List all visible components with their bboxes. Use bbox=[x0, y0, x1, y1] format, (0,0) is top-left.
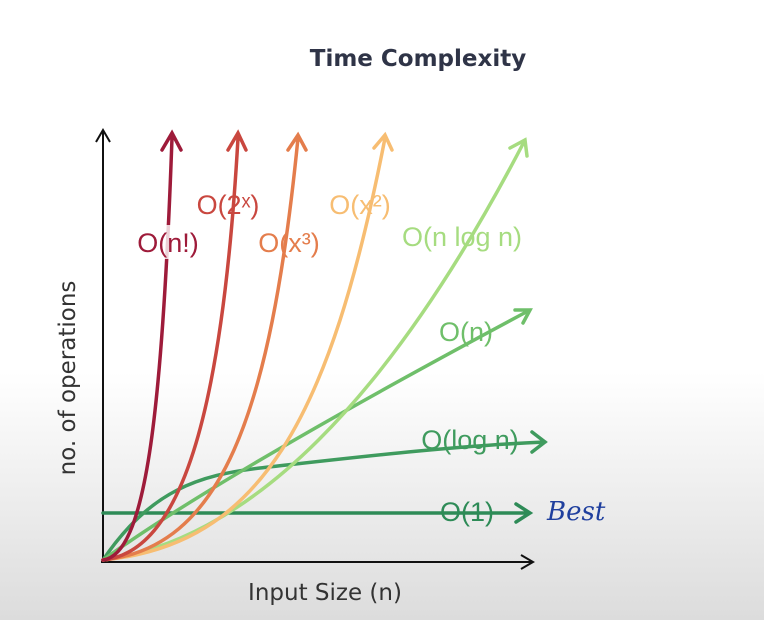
annotation: Best bbox=[546, 497, 606, 527]
axes bbox=[95, 128, 535, 570]
curve-label: O(x³) bbox=[258, 228, 319, 258]
curve-ologn bbox=[101, 430, 548, 562]
curve-label: O(1) bbox=[440, 497, 494, 527]
curve-label: O(n!) bbox=[137, 228, 199, 258]
label-bg bbox=[140, 225, 198, 259]
curve-label: O(x²) bbox=[329, 190, 390, 220]
y-axis-label: no. of operations bbox=[55, 281, 81, 476]
curve-label: O(n log n) bbox=[402, 222, 522, 252]
curve-label: O(n) bbox=[439, 317, 493, 347]
curve-o2x bbox=[101, 129, 248, 562]
curve-onlogn bbox=[101, 137, 529, 562]
curve-ox2 bbox=[101, 131, 394, 562]
curve-ox3 bbox=[101, 131, 308, 562]
curves bbox=[101, 129, 548, 562]
x-axis-label: Input Size (n) bbox=[248, 580, 402, 606]
curve-label: O(2ˣ) bbox=[197, 190, 260, 220]
curve-on bbox=[101, 308, 533, 562]
title: Time Complexity bbox=[310, 46, 526, 72]
curve-label: O(log n) bbox=[421, 425, 519, 455]
